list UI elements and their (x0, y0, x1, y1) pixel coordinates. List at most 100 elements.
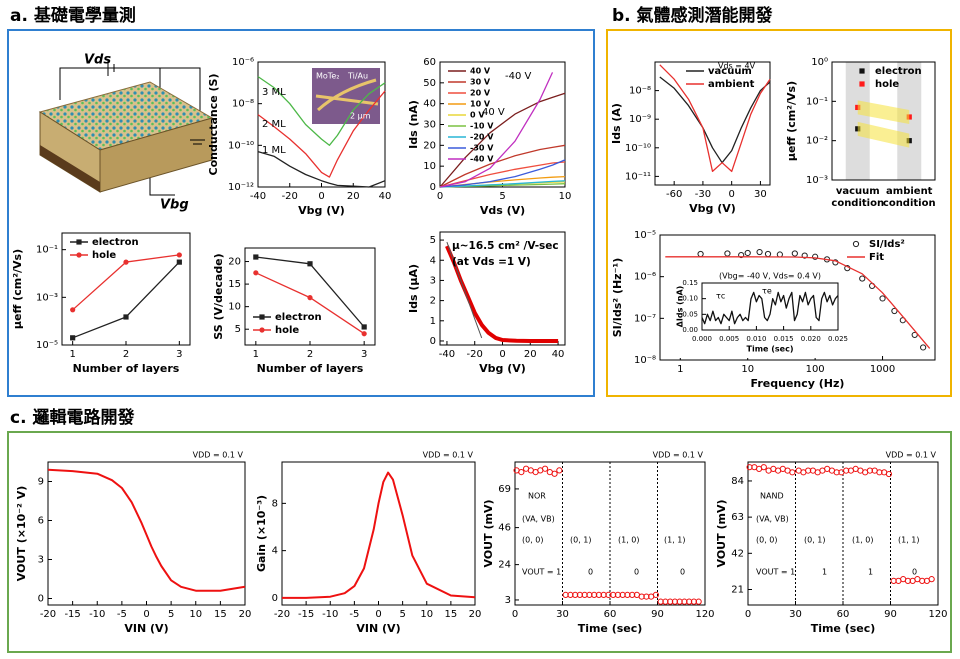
x-tick-label: -5 (349, 609, 359, 620)
x-tick-label: 1000 (870, 364, 895, 375)
legend-marker (259, 327, 265, 333)
annotation: 40 V (482, 107, 505, 118)
y-tick-label: 0 (38, 594, 44, 605)
legend-label: ambient (708, 79, 755, 90)
legend-marker (259, 314, 265, 320)
annotation: 0 (912, 568, 917, 577)
x-tick-label: 40 (552, 349, 565, 360)
y-tick-label: 63 (731, 512, 744, 523)
y-tick-label: 21 (731, 584, 744, 595)
y-tick-label: 10⁻¹¹ (625, 171, 651, 182)
legend-label: Fit (869, 252, 884, 263)
x-tick-label: -10 (89, 609, 105, 620)
x-tick-label: 1 (253, 349, 259, 360)
panel-border (7, 431, 952, 653)
data-point (760, 464, 767, 471)
y-tick-label: 30 (423, 120, 436, 131)
data-point (307, 295, 313, 301)
legend-label: vacuum (708, 66, 752, 77)
series-line (257, 150, 386, 188)
gate-layer (40, 145, 100, 192)
annotation: (at Vds =1 V) (452, 256, 531, 268)
y-axis-label: SI/Ids² (Hz⁻¹) (611, 258, 624, 337)
data-point (518, 468, 525, 476)
annotation: 0 (680, 568, 685, 577)
x-tick-label: 2 (123, 349, 129, 360)
x-tick-label: 10 (559, 191, 572, 202)
data-point (176, 252, 182, 258)
x-tick-label: 0.005 (719, 335, 739, 343)
y-tick-label: 46 (498, 523, 511, 534)
series-line (659, 64, 771, 173)
section-title: b. 氣體感測潛能開發 (612, 5, 773, 26)
annotation: (1, 1) (664, 536, 686, 545)
legend-label: hole (875, 79, 899, 90)
plot-frame (439, 61, 566, 188)
x-tick-label: 0 (745, 609, 751, 620)
data-point (307, 261, 313, 267)
data-point (911, 331, 918, 339)
y-tick-label: 3 (505, 595, 511, 606)
x-tick-label: 20 (524, 349, 537, 360)
y-tick-label: 10⁻³ (36, 292, 58, 303)
data-point (70, 335, 76, 341)
x-tick-label: 0 (375, 609, 381, 620)
x-tick-label: 40 (379, 191, 392, 202)
x-axis-label: Time (sec) (747, 345, 794, 354)
data-point (361, 324, 367, 330)
x-tick-label: 30 (754, 189, 767, 200)
y-axis-label: μeff (cm²/Vs) (11, 249, 24, 329)
device-schematic: Vds Vbg (38, 53, 214, 213)
x-tick-label: 90 (651, 609, 664, 620)
trend-band (857, 100, 910, 124)
y-axis-label: Gain (×10⁻³) (255, 495, 268, 572)
x-tick-label: 120 (928, 609, 947, 620)
annotation: 2 μm (350, 112, 371, 121)
y-tick-label: 10⁻⁹ (629, 114, 651, 125)
series-line (439, 159, 566, 188)
legend-label: -40 V (470, 155, 494, 164)
data-point (123, 259, 129, 265)
legend-label: SI/Ids² (869, 239, 905, 250)
y-axis-label: VOUT (mV) (715, 500, 728, 568)
y-tick-label: 10⁻¹ (36, 245, 58, 256)
data-point (123, 314, 129, 320)
x-axis-label: Number of layers (257, 362, 364, 375)
y-axis-label: Ids (nA) (407, 100, 420, 149)
panel-border (606, 29, 952, 397)
data-point (789, 469, 796, 476)
x-tick-label: 0 (143, 609, 149, 620)
x-tick-label: 0 (318, 191, 324, 202)
y-tick-label: 5 (430, 235, 436, 246)
x-tick-label: 60 (837, 609, 850, 620)
y-tick-label: 69 (498, 484, 511, 495)
y-tick-label: 24 (498, 560, 511, 571)
y-tick-label: 10 (423, 161, 436, 172)
x-tick-label: -20 (282, 191, 298, 202)
y-tick-label: 15 (228, 279, 241, 290)
series-label: 2 ML (262, 119, 286, 130)
y-tick-label: 10 (228, 302, 241, 313)
plot-frame (281, 461, 476, 606)
data-point (697, 250, 704, 258)
data-point (891, 307, 898, 315)
y-tick-label: 0 (430, 336, 436, 347)
y-tick-label: 3 (430, 275, 436, 286)
data-point (253, 270, 259, 276)
data-point (253, 254, 259, 260)
data-point (724, 250, 731, 257)
data-point (801, 252, 808, 259)
legend-label: electron (92, 237, 139, 248)
data-point (551, 470, 558, 477)
voltage-label: Vbg (160, 198, 189, 213)
x-tick-label: 5 (399, 609, 405, 620)
series-line (72, 261, 180, 339)
legend-label: electron (875, 66, 922, 77)
annotation: (1, 0) (618, 536, 640, 545)
annotation: VOUT = 1 (522, 568, 561, 577)
annotation: (0, 0) (756, 536, 778, 545)
plot-frame (61, 232, 191, 346)
plot-frame (701, 282, 839, 331)
y-tick-label: 10⁻⁷ (634, 313, 656, 324)
